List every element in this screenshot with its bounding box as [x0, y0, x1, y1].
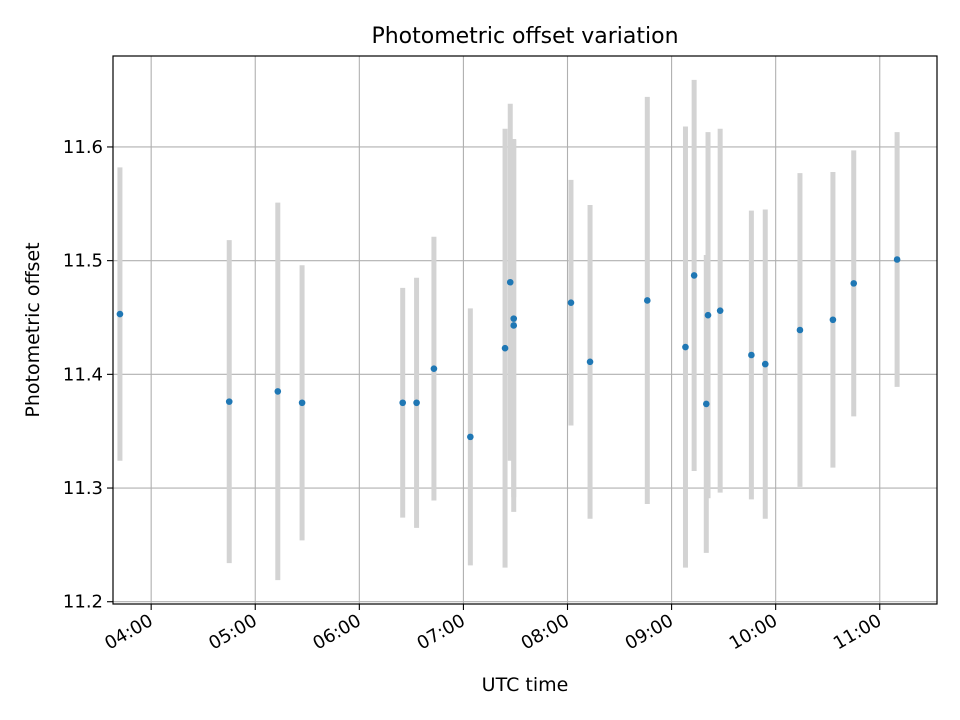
chart-title: Photometric offset variation: [371, 24, 678, 49]
data-point: [748, 351, 755, 359]
data-point: [850, 280, 858, 287]
plot-frame: [112, 55, 938, 605]
data-point: [225, 398, 233, 405]
data-point: [274, 388, 282, 395]
data-point: [893, 256, 901, 263]
data-point: [829, 316, 837, 324]
data-point: [510, 315, 518, 322]
y-tick-label: 11.6: [63, 137, 103, 158]
data-point: [643, 297, 651, 304]
data-point: [506, 278, 514, 286]
data-point: [586, 358, 594, 366]
data-point: [510, 322, 518, 329]
data-point: [761, 360, 769, 368]
data-point: [567, 299, 575, 307]
data-point: [298, 399, 306, 407]
data-point: [413, 399, 420, 407]
data-points: [116, 256, 901, 441]
data-point: [690, 272, 698, 279]
data-point: [467, 433, 474, 441]
y-tick-label: 11.5: [63, 251, 103, 272]
data-point: [704, 311, 712, 319]
data-point: [430, 365, 438, 372]
y-axis: 11.2 11.3 11.4 11.5 11.6: [63, 137, 113, 613]
y-tick-label: 11.2: [63, 592, 103, 613]
y-tick-label: 11.4: [63, 364, 103, 385]
data-point: [116, 310, 124, 318]
data-point: [796, 326, 804, 334]
data-point: [682, 343, 689, 351]
data-point: [702, 400, 710, 408]
y-tick-label: 11.3: [63, 478, 103, 499]
data-point: [501, 344, 509, 352]
data-point: [716, 307, 724, 314]
x-axis-title: UTC time: [482, 674, 569, 696]
y-axis-title: Photometric offset: [22, 242, 44, 417]
data-point: [399, 399, 407, 407]
